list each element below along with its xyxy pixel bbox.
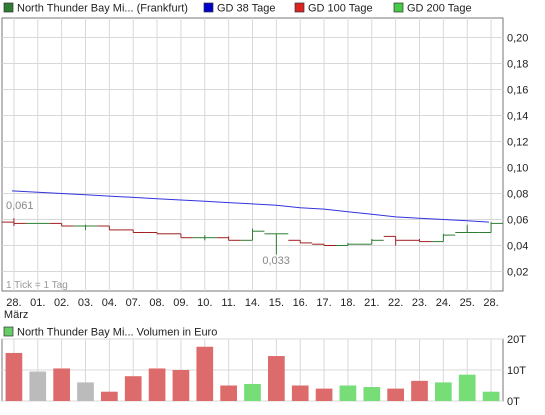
month-label: März [4,309,28,321]
ohlc-bar [407,239,432,243]
ohlc-bar [240,228,265,241]
ma38-line [11,190,490,223]
ohlc-bar [73,224,98,230]
legend-label: GD 200 Tage [407,3,472,15]
ohlc-bar [49,222,74,227]
legend-swatch [3,2,14,13]
x-tick-label: 14. [245,297,260,309]
volume-bar [29,371,47,401]
x-tick-label: 24. [436,297,451,309]
volume-bar [458,374,476,401]
ohlc-bar [359,239,384,245]
ohlc-bar [97,225,122,231]
x-tick-label: 03. [78,297,93,309]
x-tick-label: 15. [269,297,284,309]
legend-swatch [3,326,14,337]
ohlc-bar [336,242,360,246]
low-label: 0,033 [262,255,290,267]
y-tick-label: 0,02 [507,267,528,279]
volume-bar [196,346,214,401]
x-tick-label: 18. [340,297,355,309]
volume-bar [148,368,166,401]
volume-tick-label: 0T [507,396,520,408]
ohlc-bar [479,222,503,233]
price-legend: North Thunder Bay Mi... (Frankfurt) GD 38… [3,2,472,15]
ohlc-bar [2,218,26,226]
volume-legend: North Thunder Bay Mi... Volumen in Euro [3,326,217,339]
y-tick-label: 0,08 [507,189,528,201]
volume-panel: 20T 10T 0T [1,334,526,408]
volume-bar [482,391,500,401]
x-tick-label: 01. [30,297,45,309]
x-tick-label: 08. [149,297,164,309]
x-tick-label: 21. [364,297,379,309]
x-tick-label: 10. [197,297,212,309]
y-tick-label: 0,14 [507,111,528,123]
x-tick-label: 28. [6,297,21,309]
ohlc-bar [312,243,336,246]
ohlc-bar [383,235,408,246]
volume-bar [101,391,118,401]
volume-bar [268,356,285,401]
x-tick-label: 11. [221,297,235,309]
x-tick-label: 07. [126,297,141,309]
volume-bar [411,380,428,401]
volume-bar [77,382,94,401]
x-tick-label: 04. [102,297,117,309]
ohlc-bar [121,229,146,233]
volume-bar [387,388,404,401]
volume-bar [435,382,452,401]
legend-swatch [393,2,404,13]
volume-tick-label: 10T [507,365,526,377]
y-tick-label: 0,12 [507,137,528,149]
y-tick-label: 0,18 [507,59,528,71]
price-panel: 0,20 0,18 0,16 0,14 0,12 0,10 0,08 0,06 0,04 0,02… [1,17,528,292]
date-axis: 28. 01. 02. 03. 04. 07. 08. 09. 10. 11. 14. 15. 16. 1… [4,297,499,321]
x-tick-label: 28. [483,297,498,309]
ohlc-bar [145,232,169,235]
volume-bar [220,385,237,401]
ohlc-bar [264,233,289,255]
volume-bar [124,376,142,401]
volume-bar [244,383,261,401]
volume-bar [172,370,190,401]
x-tick-label: 09. [173,297,188,309]
ohlc-bar [192,235,217,241]
legend-label: GD 38 Tage [217,3,276,15]
tick-note: 1 Tick = 1 Tag [6,280,68,291]
volume-tick-label: 20T [507,334,526,346]
ohlc-bar [169,233,193,239]
legend-label: North Thunder Bay Mi... (Frankfurt) [17,3,188,15]
x-tick-label: 23. [412,297,427,309]
volume-bar [53,368,70,401]
x-tick-label: 16. [293,297,308,309]
ohlc-bar [431,233,456,243]
y-tick-label: 0,06 [507,215,528,227]
ohlc-bar [455,224,480,233]
ohlc-bar [288,239,313,244]
legend-swatch [203,2,214,13]
x-tick-label: 02. [54,297,69,309]
y-tick-label: 0,16 [507,85,528,97]
x-tick-label: 17. [316,297,331,309]
x-tick-label: 22. [388,297,403,309]
legend-label: GD 100 Tage [308,3,373,15]
ohlc-bar [216,236,241,241]
y-tick-label: 0,20 [507,33,528,45]
y-tick-label: 0,04 [507,241,528,253]
volume-bar [315,388,333,401]
legend-label: North Thunder Bay Mi... Volumen in Euro [17,327,217,339]
volume-bar [5,352,23,401]
x-tick-label: 25. [460,297,475,309]
volume-bar [339,385,357,401]
legend-swatch [294,2,305,13]
volume-bar [363,387,381,401]
y-tick-label: 0,10 [507,163,528,175]
high-label: 0,061 [6,200,34,212]
volume-bar [291,385,309,401]
